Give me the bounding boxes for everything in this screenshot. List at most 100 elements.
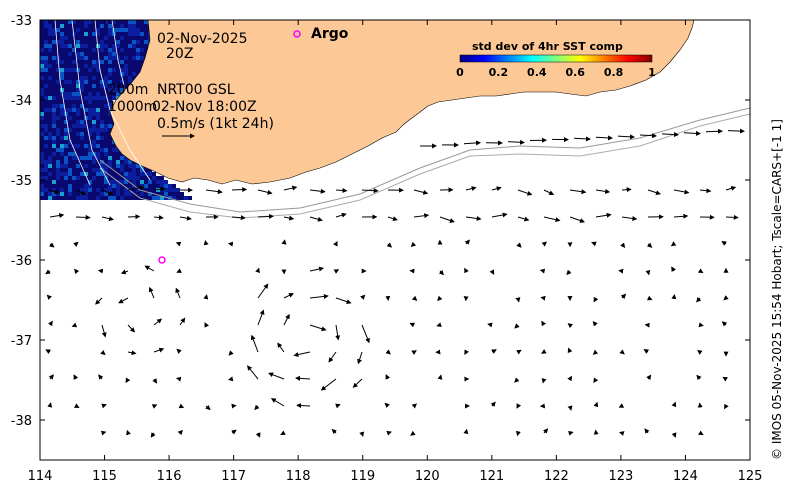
- sst-pixel: [40, 72, 44, 76]
- sst-pixel: [104, 44, 108, 48]
- sst-pixel: [96, 100, 100, 104]
- current-vector: [543, 189, 555, 195]
- colorbar-ticks: 0 0.2 0.4 0.6 0.8 1: [456, 66, 656, 79]
- sst-pixel: [92, 60, 96, 64]
- current-vector: [101, 216, 114, 222]
- x-tick-label: 115: [92, 469, 117, 484]
- sst-pixel: [96, 148, 100, 152]
- sst-pixel: [104, 48, 108, 52]
- sst-pixel: [80, 60, 84, 64]
- sst-pixel: [112, 156, 116, 160]
- sst-pixel: [92, 20, 96, 24]
- sst-pixel: [68, 128, 72, 132]
- sst-pixel: [136, 192, 140, 196]
- sst-pixel: [120, 56, 124, 60]
- sst-pixel: [96, 24, 100, 28]
- sst-pixel: [72, 160, 76, 164]
- sst-pixel: [40, 52, 44, 56]
- sst-pixel: [104, 120, 108, 124]
- sst-pixel: [140, 56, 144, 60]
- sst-pixel: [84, 56, 88, 60]
- current-vector: [101, 403, 107, 409]
- sst-pixel: [68, 68, 72, 72]
- sst-pixel: [92, 176, 96, 180]
- sst-pixel: [60, 164, 64, 168]
- current-vector: [673, 213, 689, 219]
- sst-pixel: [92, 128, 96, 132]
- sst-pixel: [136, 48, 140, 52]
- sst-pixel: [92, 156, 96, 160]
- sst-pixel: [44, 36, 48, 40]
- sst-pixel: [68, 120, 72, 124]
- sst-pixel: [72, 80, 76, 84]
- sst-pixel: [136, 28, 140, 32]
- current-vector: [618, 403, 625, 408]
- sst-pixel: [108, 124, 112, 128]
- sst-pixel: [72, 64, 76, 68]
- sst-pixel: [40, 192, 44, 196]
- sst-pixel: [160, 184, 164, 188]
- sst-pixel: [132, 32, 136, 36]
- sst-pixel: [44, 44, 48, 48]
- sst-pixel: [52, 100, 56, 104]
- sst-pixel: [52, 40, 56, 44]
- current-vector: [724, 403, 729, 410]
- sst-pixel: [72, 120, 76, 124]
- sst-pixel: [52, 44, 56, 48]
- sst-pixel: [80, 196, 84, 200]
- colorbar-tick-label: 1: [648, 66, 656, 79]
- sst-pixel: [156, 184, 160, 188]
- sst-pixel: [104, 156, 108, 160]
- sst-pixel: [120, 180, 124, 184]
- sst-pixel: [68, 132, 72, 136]
- current-vector: [75, 214, 91, 220]
- current-vector: [541, 241, 547, 247]
- sst-pixel: [40, 44, 44, 48]
- sst-pixel: [148, 196, 152, 200]
- sst-pixel: [100, 164, 104, 168]
- sst-pixel: [88, 148, 92, 152]
- sst-pixel: [48, 176, 52, 180]
- sst-pixel: [72, 156, 76, 160]
- sst-pixel: [56, 28, 60, 32]
- sst-pixel: [68, 108, 72, 112]
- sst-pixel: [64, 84, 68, 88]
- sst-pixel: [108, 96, 112, 100]
- sst-pixel: [92, 104, 96, 108]
- sst-pixel: [80, 172, 84, 176]
- current-vector: [333, 269, 340, 274]
- sst-pixel: [56, 128, 60, 132]
- sst-pixel: [108, 168, 112, 172]
- sst-pixel: [124, 76, 128, 80]
- current-vector: [335, 212, 347, 218]
- current-vector: [463, 428, 469, 435]
- sst-pixel: [144, 176, 148, 180]
- sst-pixel: [188, 196, 192, 200]
- sst-pixel: [124, 84, 128, 88]
- sst-pixel: [60, 80, 64, 84]
- y-tick-label: -36: [11, 254, 32, 269]
- y-tick-label: -34: [11, 94, 32, 109]
- sst-pixel: [100, 48, 104, 52]
- sst-pixel: [68, 56, 72, 60]
- sst-pixel: [40, 48, 44, 52]
- sst-pixel: [128, 36, 132, 40]
- current-vector: [283, 313, 290, 326]
- isobath-200m: [99, 107, 750, 213]
- sst-pixel: [96, 80, 100, 84]
- sst-pixel: [92, 84, 96, 88]
- sst-pixel: [108, 156, 112, 160]
- sst-pixel: [48, 68, 52, 72]
- sst-pixel: [156, 180, 160, 184]
- sst-pixel: [132, 40, 136, 44]
- sst-pixel: [84, 140, 88, 144]
- sst-pixel: [68, 192, 72, 196]
- sst-pixel: [40, 76, 44, 80]
- sst-pixel: [104, 104, 108, 108]
- sst-pixel: [44, 76, 48, 80]
- sst-pixel: [92, 88, 96, 92]
- sst-pixel: [104, 88, 108, 92]
- current-vector: [328, 351, 337, 363]
- sst-pixel: [88, 52, 92, 56]
- x-tick-label: 117: [221, 469, 246, 484]
